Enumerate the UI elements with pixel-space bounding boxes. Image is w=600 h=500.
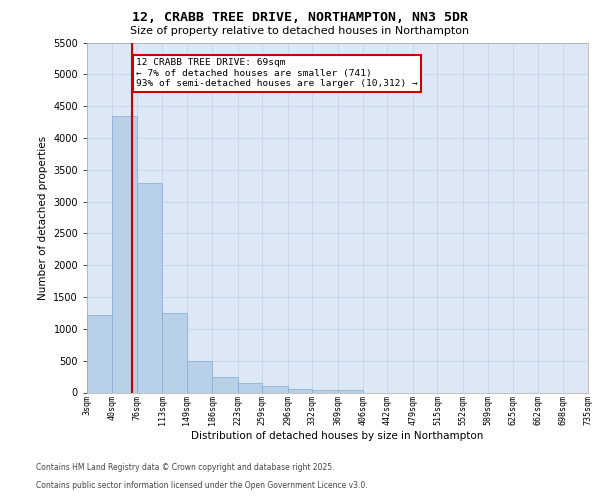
X-axis label: Distribution of detached houses by size in Northampton: Distribution of detached houses by size … (191, 431, 484, 441)
Text: 12 CRABB TREE DRIVE: 69sqm
← 7% of detached houses are smaller (741)
93% of semi: 12 CRABB TREE DRIVE: 69sqm ← 7% of detac… (136, 58, 418, 88)
Bar (312, 390, 337, 392)
Bar (212, 376, 238, 392)
Text: 12, CRABB TREE DRIVE, NORTHAMPTON, NN3 5DR: 12, CRABB TREE DRIVE, NORTHAMPTON, NN3 5… (132, 11, 468, 24)
Bar (238, 383, 262, 392)
Bar (287, 390, 312, 392)
Bar (337, 390, 363, 392)
Text: Contains HM Land Registry data © Crown copyright and database right 2025.: Contains HM Land Registry data © Crown c… (36, 464, 335, 472)
Bar (187, 360, 212, 392)
Bar (137, 182, 162, 392)
Y-axis label: Number of detached properties: Number of detached properties (38, 136, 47, 300)
Bar (262, 386, 287, 392)
Text: Contains public sector information licensed under the Open Government Licence v3: Contains public sector information licen… (36, 481, 368, 490)
Bar (87, 315, 112, 392)
Bar (112, 116, 137, 392)
Text: Size of property relative to detached houses in Northampton: Size of property relative to detached ho… (130, 26, 470, 36)
Bar (162, 313, 187, 392)
